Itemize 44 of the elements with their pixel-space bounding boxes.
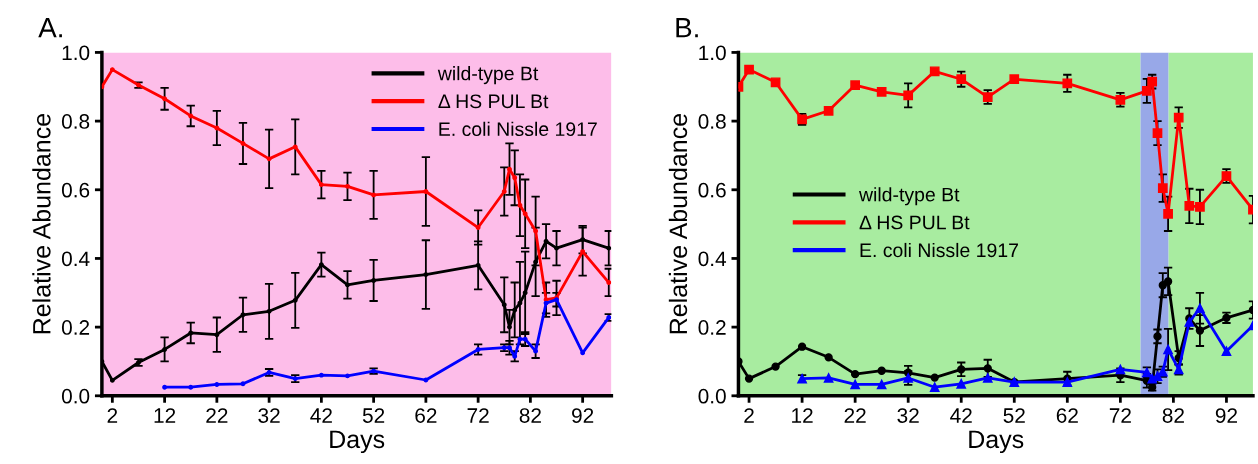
y-tick-label: 0.2 <box>61 320 90 335</box>
y-tick-label: 0.2 <box>698 320 726 335</box>
y-tick-label: 1.0 <box>62 45 90 61</box>
x-tick-label: 2 <box>107 408 118 423</box>
legend-label: E. coli Nissle 1917 <box>439 121 597 137</box>
x-tick-label: 52 <box>1003 408 1025 423</box>
x-tick-label: 62 <box>1056 408 1078 423</box>
x-tick-label: 12 <box>154 408 176 423</box>
x-tick-label: 12 <box>792 408 813 423</box>
y-tick-label: 0.4 <box>61 251 90 267</box>
y-tick-label: 0.6 <box>698 182 726 198</box>
x-axis-title: Days <box>330 430 385 454</box>
y-tick-label: 0.8 <box>698 114 726 129</box>
chart-title: B. <box>676 18 698 38</box>
x-tick-label: 42 <box>310 408 332 423</box>
x-tick-label: 32 <box>897 408 919 423</box>
x-tick-label: 42 <box>950 408 972 423</box>
x-tick-label: 72 <box>1109 408 1131 423</box>
legend-label: wild-type Bt <box>858 187 960 206</box>
x-tick-label: 92 <box>572 408 594 423</box>
x-tick-label: 72 <box>467 408 489 423</box>
y-tick-label: 0.0 <box>698 388 726 404</box>
y-tick-label: 0.0 <box>61 388 90 404</box>
y-axis-title: Relative Abundance <box>668 114 688 334</box>
x-tick-label: 82 <box>519 408 541 423</box>
x-axis-title: Days <box>969 430 1024 454</box>
x-tick-label: 22 <box>844 408 866 423</box>
x-tick-label: 62 <box>415 408 437 423</box>
legend-label: Δ HS PUL Bt <box>438 94 549 109</box>
y-axis-title: Relative Abundance <box>32 114 51 334</box>
x-tick-label: 32 <box>258 408 280 423</box>
legend-label: Δ HS PUL Bt <box>859 215 970 230</box>
y-tick-label: 0.6 <box>61 182 90 198</box>
y-tick-label: 1.0 <box>699 45 726 61</box>
x-tick-label: 22 <box>206 408 228 423</box>
x-tick-label: 2 <box>744 408 754 423</box>
x-tick-label: 92 <box>1215 408 1237 423</box>
y-tick-label: 0.4 <box>698 251 727 267</box>
x-tick-label: 82 <box>1162 408 1184 423</box>
y-tick-label: 0.8 <box>61 114 90 129</box>
x-tick-label: 52 <box>362 408 385 423</box>
legend-label: wild-type Bt <box>437 66 539 85</box>
chart-title: A. <box>38 18 62 38</box>
legend-label: E. coli Nissle 1917 <box>860 242 1018 258</box>
